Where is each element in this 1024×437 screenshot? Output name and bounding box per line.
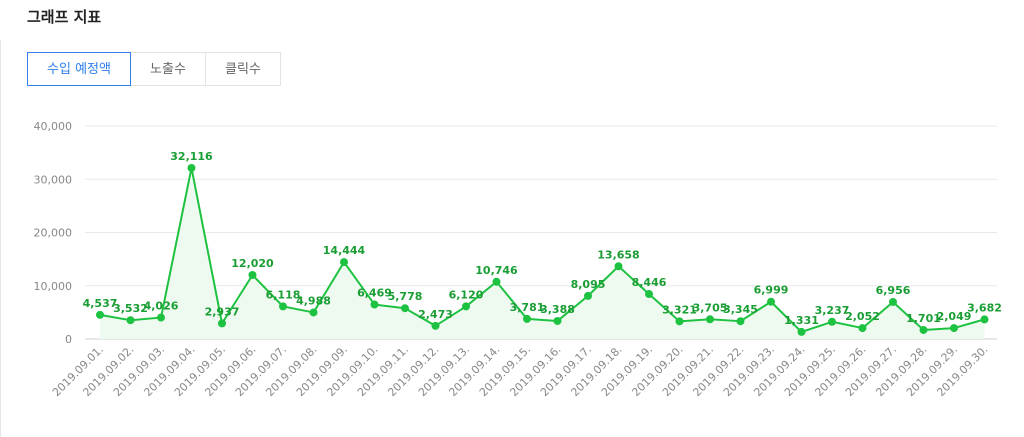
data-point <box>279 302 287 311</box>
metric-tabs: 수입 예정액 노출수 클릭수 <box>27 52 281 86</box>
data-label: 6,118 <box>266 288 301 301</box>
data-point <box>96 310 104 319</box>
data-label: 3,781 <box>510 301 545 314</box>
data-label: 6,120 <box>449 288 484 301</box>
data-label: 6,999 <box>754 284 789 297</box>
data-point <box>523 314 531 323</box>
data-point <box>492 277 501 286</box>
data-point <box>157 313 165 322</box>
data-point <box>645 290 653 299</box>
data-point <box>126 316 135 325</box>
data-point <box>370 300 379 309</box>
data-point <box>980 315 989 324</box>
data-label: 8,095 <box>571 278 606 291</box>
data-label: 14,444 <box>323 244 366 257</box>
data-label: 3,388 <box>540 303 575 316</box>
data-point <box>401 304 409 313</box>
data-point <box>950 324 958 333</box>
data-label: 2,937 <box>205 305 240 318</box>
data-label: 32,116 <box>170 150 213 163</box>
data-label: 2,052 <box>845 310 880 323</box>
series-line <box>99 166 985 333</box>
data-label: 2,049 <box>937 310 972 323</box>
data-point <box>614 262 623 271</box>
data-label: 2,473 <box>418 308 453 321</box>
data-label: 13,658 <box>597 248 639 261</box>
data-point <box>462 302 470 311</box>
y-tick-label: 0 <box>65 333 72 346</box>
y-tick-label: 40,000 <box>34 120 73 133</box>
data-label: 12,020 <box>231 257 274 270</box>
tab-impressions[interactable]: 노출수 <box>131 52 206 86</box>
y-tick-label: 30,000 <box>34 173 73 186</box>
tab-expected-revenue[interactable]: 수입 예정액 <box>27 52 131 86</box>
data-point <box>767 297 775 306</box>
data-point <box>706 315 714 324</box>
page-title: 그래프 지표 <box>27 8 102 26</box>
data-label: 5,778 <box>388 290 423 303</box>
data-label: 1,331 <box>784 314 819 327</box>
data-label: 4,537 <box>83 297 118 310</box>
y-tick-label: 10,000 <box>34 280 73 293</box>
data-label: 3,237 <box>815 304 850 317</box>
data-label: 4,026 <box>144 300 179 313</box>
data-point <box>218 319 226 328</box>
data-point <box>889 297 897 306</box>
data-point <box>919 325 928 334</box>
data-label: 6,469 <box>357 287 392 300</box>
data-point <box>431 321 440 330</box>
data-label: 3,321 <box>662 303 697 316</box>
data-label: 4,988 <box>296 294 331 307</box>
data-label: 8,446 <box>632 276 667 289</box>
y-tick-label: 20,000 <box>34 227 73 240</box>
data-point <box>584 291 592 300</box>
data-point <box>797 327 806 336</box>
data-point <box>858 324 867 333</box>
data-point <box>736 317 745 326</box>
data-point <box>248 270 257 279</box>
data-label: 1,701 <box>906 312 941 325</box>
data-label: 3,705 <box>693 301 728 314</box>
data-label: 3,682 <box>967 301 1002 314</box>
data-label: 10,746 <box>475 264 518 277</box>
data-label: 3,532 <box>113 302 148 315</box>
data-label: 6,956 <box>876 284 911 297</box>
data-point <box>187 163 196 172</box>
data-label: 3,345 <box>723 303 758 316</box>
data-point <box>340 258 348 267</box>
panel-left-border <box>0 40 1 437</box>
data-point <box>309 308 318 317</box>
data-point <box>828 317 836 326</box>
tab-clicks[interactable]: 클릭수 <box>206 52 281 86</box>
data-point <box>553 316 562 325</box>
data-point <box>675 317 684 326</box>
